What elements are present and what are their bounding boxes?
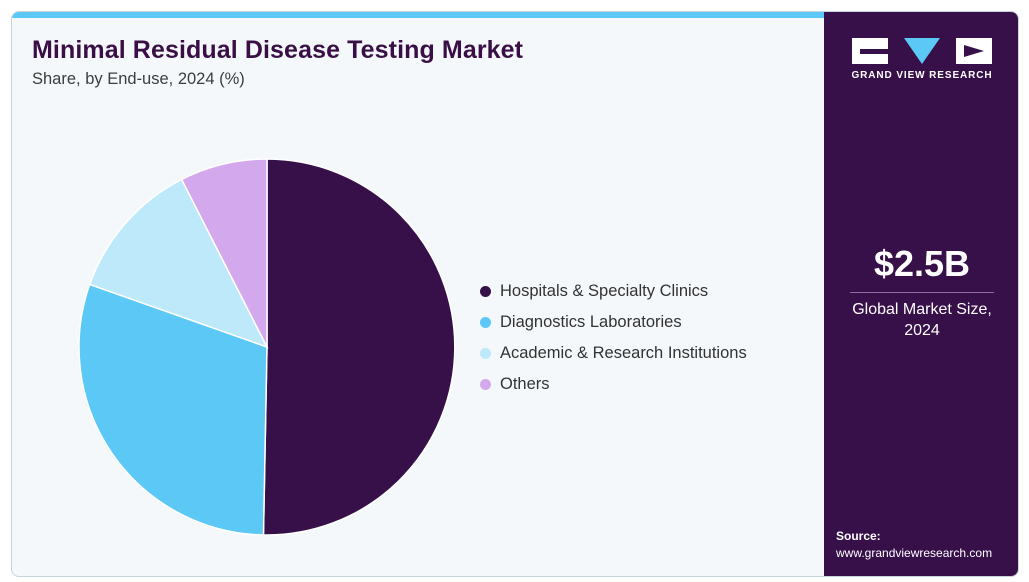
legend: Hospitals & Specialty Clinics Diagnostic… bbox=[480, 276, 747, 400]
legend-swatch bbox=[480, 317, 491, 328]
legend-swatch bbox=[480, 286, 491, 297]
legend-item-academic-research: Academic & Research Institutions bbox=[480, 338, 747, 369]
legend-item-others: Others bbox=[480, 369, 747, 400]
pie-slice-hospitals bbox=[262, 158, 456, 536]
source-label: Source: bbox=[836, 529, 881, 543]
pie-slice-academic-research bbox=[88, 178, 269, 349]
legend-swatch bbox=[480, 379, 491, 390]
legend-label: Diagnostics Laboratories bbox=[500, 313, 682, 331]
brand-name: GRAND VIEW RESEARCH bbox=[851, 70, 993, 81]
source-link[interactable]: www.grandviewresearch.com bbox=[836, 546, 993, 560]
legend-label: Academic & Research Institutions bbox=[500, 344, 747, 362]
brand-logo: GRAND VIEW RESEARCH bbox=[824, 38, 1018, 81]
market-size-label: Global Market Size, 2024 bbox=[852, 301, 992, 339]
pie-slice-diagnostics-laboratories bbox=[78, 283, 268, 536]
chart-card: Minimal Residual Disease Testing Market … bbox=[11, 11, 1019, 577]
accent-bar bbox=[12, 12, 824, 18]
legend-label: Others bbox=[500, 375, 550, 393]
info-sidebar: GRAND VIEW RESEARCH $2.5B Global Market … bbox=[824, 12, 1018, 576]
legend-label: Hospitals & Specialty Clinics bbox=[500, 282, 709, 300]
divider bbox=[850, 292, 994, 293]
brand-logo-mark bbox=[852, 38, 992, 64]
legend-item-diagnostics-laboratories: Diagnostics Laboratories bbox=[480, 307, 747, 338]
pie-slice-others bbox=[180, 158, 268, 348]
legend-item-hospitals: Hospitals & Specialty Clinics bbox=[480, 276, 747, 307]
chart-subtitle: Share, by End-use, 2024 (%) bbox=[32, 70, 245, 88]
legend-swatch bbox=[480, 348, 491, 359]
chart-title: Minimal Residual Disease Testing Market bbox=[32, 36, 524, 64]
pie-chart bbox=[78, 158, 456, 536]
market-size-value: $2.5B bbox=[873, 243, 971, 284]
